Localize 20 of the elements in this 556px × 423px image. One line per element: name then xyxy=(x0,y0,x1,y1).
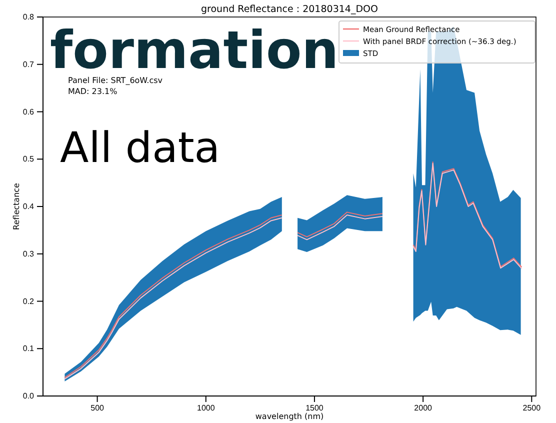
y-axis-title: Reflectance xyxy=(12,182,21,230)
y-tick-label: 0.5 xyxy=(22,154,35,164)
x-axis-title: wavelength (nm) xyxy=(255,412,324,421)
y-tick-label: 0.6 xyxy=(22,107,35,116)
y-tick-label: 0.7 xyxy=(22,60,35,69)
chart-title: ground Reflectance : 20180314_DOO xyxy=(201,4,378,15)
y-tick-label: 0.2 xyxy=(22,296,35,306)
y-tick-label: 0.4 xyxy=(22,202,35,212)
x-tick-label: 1500 xyxy=(306,404,324,413)
y-tick-label: 0.1 xyxy=(22,344,35,354)
x-tick-label: 2500 xyxy=(522,404,542,413)
y-tick-label: 0.0 xyxy=(22,392,35,401)
annotation: All data xyxy=(60,123,220,172)
y-tick-label: 0.8 xyxy=(22,12,35,22)
y-tick-label: 0.3 xyxy=(22,249,35,258)
annotation: Panel File: SRT_6oW.csv xyxy=(68,76,163,85)
x-tick-label: 1000 xyxy=(196,404,216,413)
annotation: MAD: 23.1% xyxy=(68,87,118,96)
x-tick-label: 500 xyxy=(90,404,105,413)
x-tick-label: 2000 xyxy=(414,404,433,413)
